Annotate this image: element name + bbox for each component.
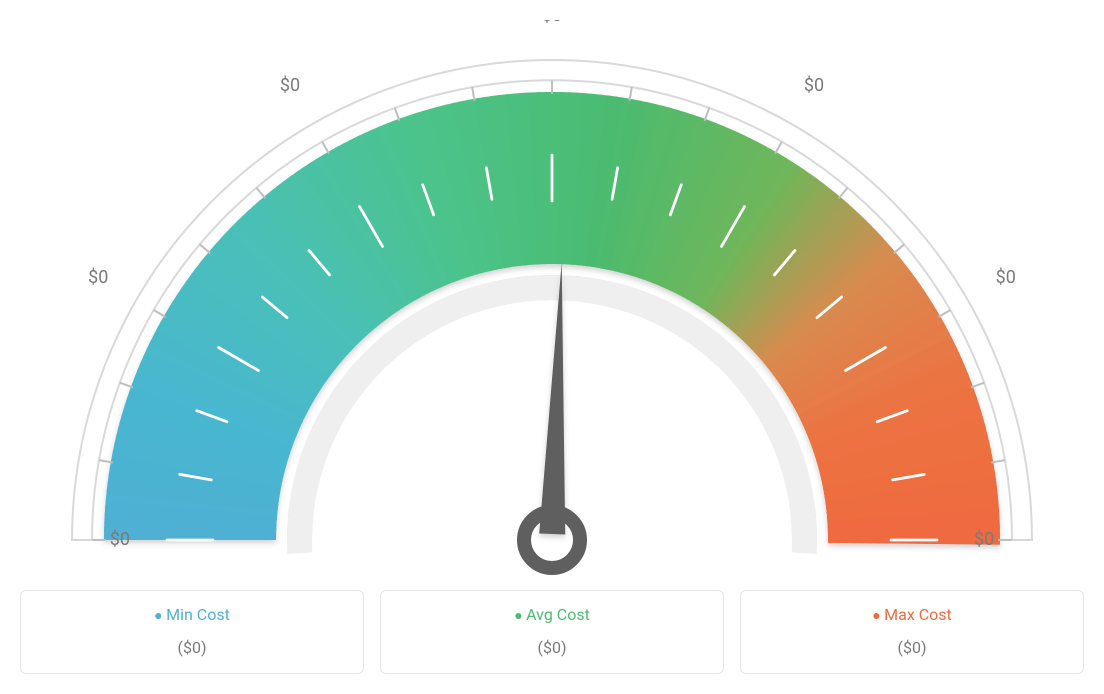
legend-label-max: Max Cost — [751, 605, 1073, 624]
svg-text:$0: $0 — [110, 529, 130, 550]
svg-text:$0: $0 — [804, 75, 824, 96]
legend-box-min: Min Cost ($0) — [20, 590, 364, 674]
legend-value-max: ($0) — [751, 638, 1073, 657]
legend-row: Min Cost ($0) Avg Cost ($0) Max Cost ($0… — [20, 590, 1084, 674]
gauge-chart: $0 $0 $0 $0 $0 $0 $0 — [20, 20, 1084, 580]
gauge-svg: $0 $0 $0 $0 $0 $0 $0 — [20, 20, 1084, 580]
gauge-cost-widget: $0 $0 $0 $0 $0 $0 $0 Min Cost ($0) Avg Cost ($… — [20, 20, 1084, 674]
legend-value-min: ($0) — [31, 638, 353, 657]
svg-text:$0: $0 — [996, 267, 1016, 288]
legend-label-min: Min Cost — [31, 605, 353, 624]
legend-label-avg: Avg Cost — [391, 605, 713, 624]
svg-text:$0: $0 — [280, 75, 300, 96]
legend-value-avg: ($0) — [391, 638, 713, 657]
svg-text:$0: $0 — [542, 20, 562, 26]
svg-text:$0: $0 — [974, 529, 994, 550]
legend-box-max: Max Cost ($0) — [740, 590, 1084, 674]
legend-box-avg: Avg Cost ($0) — [380, 590, 724, 674]
svg-text:$0: $0 — [88, 267, 108, 288]
